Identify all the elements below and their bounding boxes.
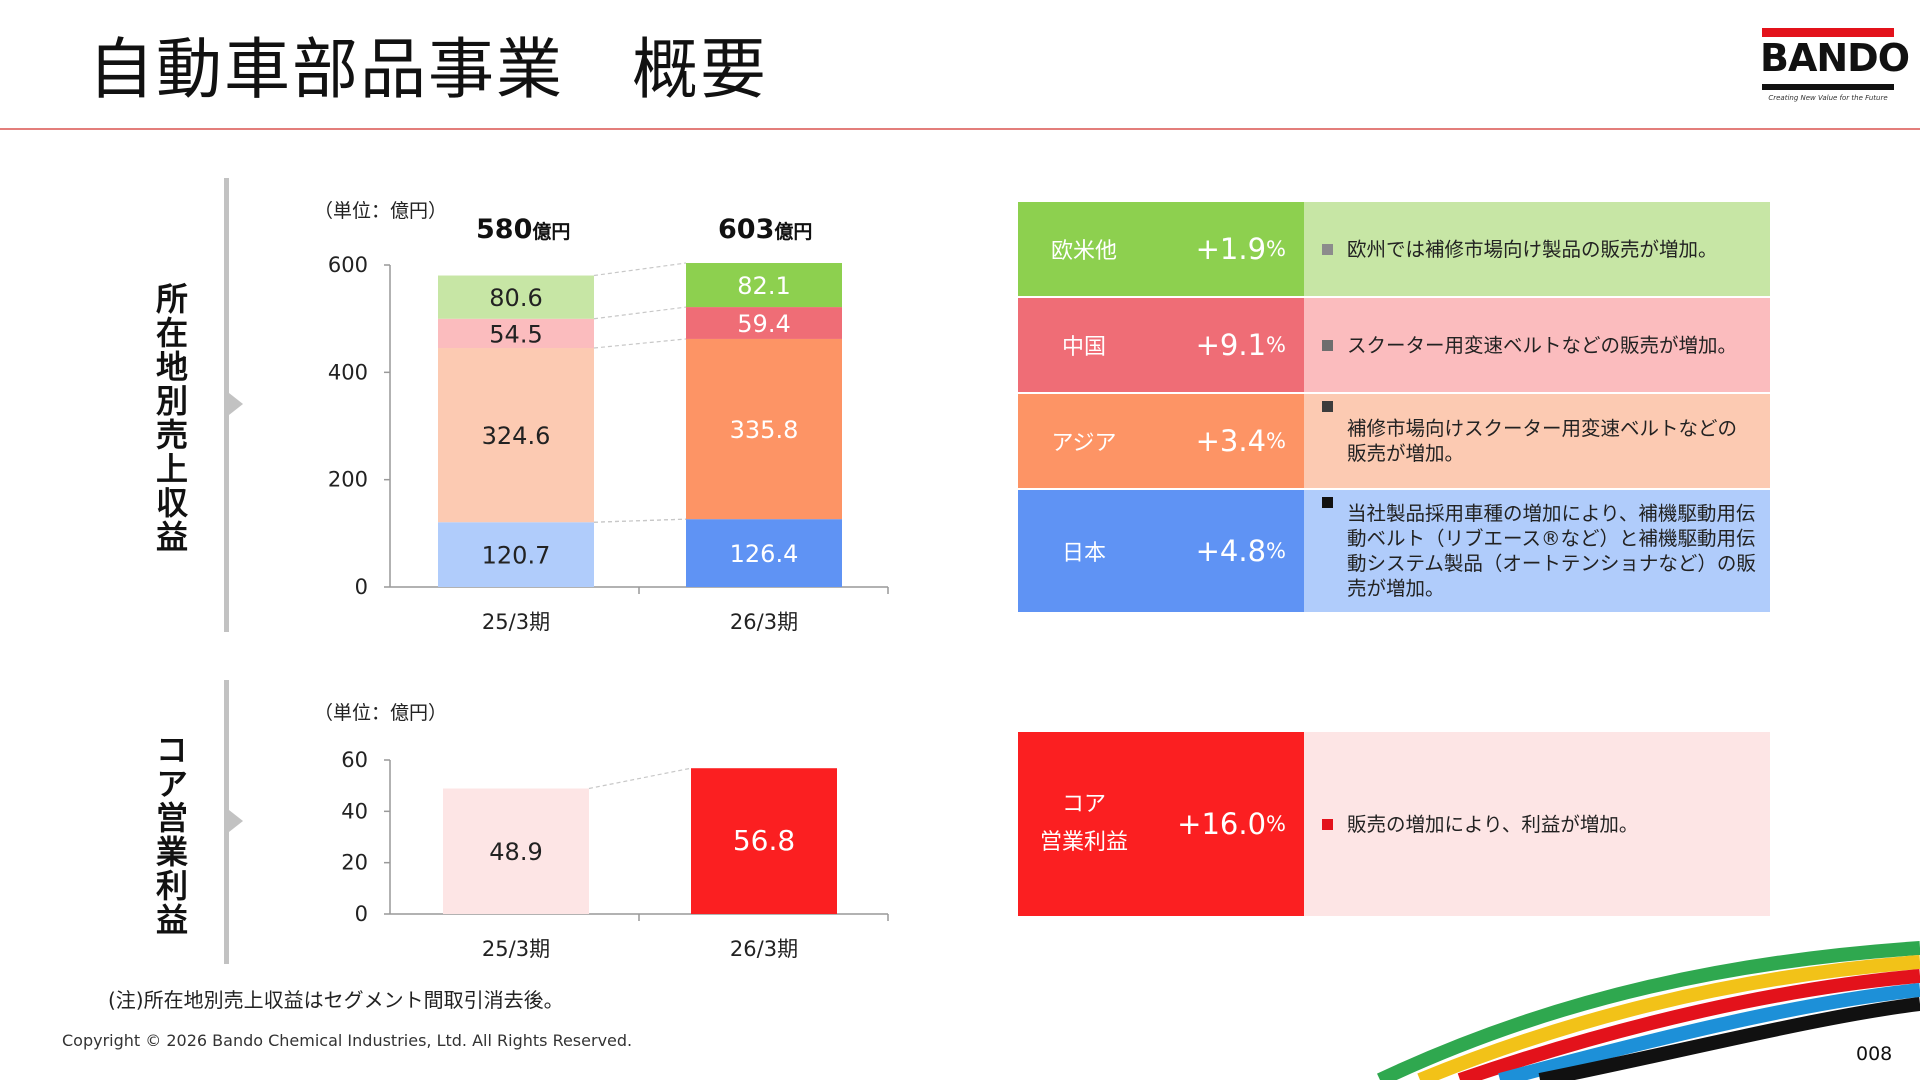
profit-row: コア 営業利益 +16.0% 販売の増加により、利益が増加。 [1018,732,1770,916]
bar-japan-1 [686,519,842,587]
bar-china-1 [686,307,842,339]
sales-y-tick-label: 600 [328,253,368,277]
region-pct-europe: +1.9% [1150,202,1304,296]
region-row-china: 中国 +9.1% スクーター用変速ベルトなどの販売が増加。 [1018,298,1770,392]
profit-y-tick-label: 0 [355,902,368,926]
region-row-europe: 欧米他 +1.9% 欧州では補修市場向け製品の販売が増加。 [1018,202,1770,296]
logo-text: BANDO [1760,36,1910,80]
bullet-icon [1322,401,1333,412]
sales-total-2026: 603億円 [718,214,813,245]
sales-unit-label: （単位：億円） [314,200,448,222]
profit-section-bar [224,680,229,964]
data-label: 48.9 [489,838,542,866]
connector-line [593,338,687,349]
bar-asia-0 [438,348,594,523]
profit-y-tick-label: 60 [341,748,368,772]
region-desc-europe: 欧州では補修市場向け製品の販売が増加。 [1304,202,1770,296]
sales-y-tick-label: 400 [328,360,368,384]
region-pct-china: +9.1% [1150,298,1304,392]
region-name-japan: 日本 [1018,490,1150,612]
data-label: 80.6 [489,284,542,312]
region-name-europe: 欧米他 [1018,202,1150,296]
bar-asia-1 [686,338,842,520]
decorative-stripes [1377,941,1920,1080]
region-desc-japan: 当社製品採用車種の増加により、補機駆動用伝動ベルト（リブエース®など）と補機駆動… [1304,490,1770,612]
page-number: 008 [1856,1043,1893,1065]
data-label: 56.8 [733,824,795,857]
region-desc-china: スクーター用変速ベルトなどの販売が増加。 [1304,298,1770,392]
data-label: 59.4 [737,310,790,338]
bullet-icon [1322,243,1333,255]
page-title: 自動車部品事業 概要 [88,31,768,108]
profit-desc: 販売の増加により、利益が増加。 [1304,732,1770,916]
profit-unit-label: （単位：億円） [314,702,448,724]
profit-pct: +16.0% [1150,732,1304,916]
sales-x-tick-label: 26/3期 [730,610,798,634]
data-label: 82.1 [737,272,790,300]
profit-bar-0 [443,788,589,914]
logo-tagline: Creating New Value for the Future [1768,94,1888,102]
sales-section-arrow [229,393,243,415]
sales-total-2025: 580億円 [476,214,571,245]
bando-logo: BANDO Creating New Value for the Future [1760,28,1910,108]
bar-japan-0 [438,522,594,587]
sales-x-tick-label: 25/3期 [482,610,550,634]
bullet-icon [1322,497,1333,508]
bar-europe-0 [438,275,594,319]
connector-line [593,262,687,277]
data-label: 335.8 [730,416,799,444]
profit-section-label: コア営業利益 [151,733,189,937]
sales-y-tick-label: 200 [328,468,368,492]
data-label: 54.5 [489,320,542,348]
sales-y-tick-label: 0 [355,575,368,599]
profit-bar-1 [691,768,837,914]
region-desc-asia: 補修市場向けスクーター用変速ベルトなどの販売が増加。 [1304,394,1770,488]
logo-red-bar [1762,28,1894,37]
connector-line [593,518,687,523]
region-pct-asia: +3.4% [1150,394,1304,488]
region-name-asia: アジア [1018,394,1150,488]
footnote: (注)所在地別売上収益はセグメント間取引消去後。 [108,988,564,1012]
bullet-icon [1322,339,1333,351]
region-name-china: 中国 [1018,298,1150,392]
profit-x-tick-label: 26/3期 [730,937,798,961]
connector-line [593,306,687,320]
bar-china-0 [438,318,594,349]
profit-y-tick-label: 20 [341,851,368,875]
profit-name: コア 営業利益 [1018,732,1150,916]
bar-europe-1 [686,263,842,308]
copyright: Copyright © 2026 Bando Chemical Industri… [62,1031,633,1050]
region-row-asia: アジア +3.4% 補修市場向けスクーター用変速ベルトなどの販売が増加。 [1018,394,1770,488]
connector-line [588,767,692,790]
region-row-japan: 日本 +4.8% 当社製品採用車種の増加により、補機駆動用伝動ベルト（リブエース… [1018,490,1770,612]
profit-x-tick-label: 25/3期 [482,937,550,961]
profit-y-tick-label: 40 [341,799,368,823]
bullet-icon [1322,818,1333,830]
sales-section-label: 所在地別売上収益 [151,282,189,554]
sales-section-bar [224,178,229,632]
logo-underline [1762,84,1894,90]
data-label: 126.4 [730,540,799,568]
data-label: 324.6 [482,422,551,450]
title-divider [0,128,1920,130]
profit-section-arrow [229,810,243,832]
data-label: 120.7 [482,542,551,570]
region-pct-japan: +4.8% [1150,490,1304,612]
